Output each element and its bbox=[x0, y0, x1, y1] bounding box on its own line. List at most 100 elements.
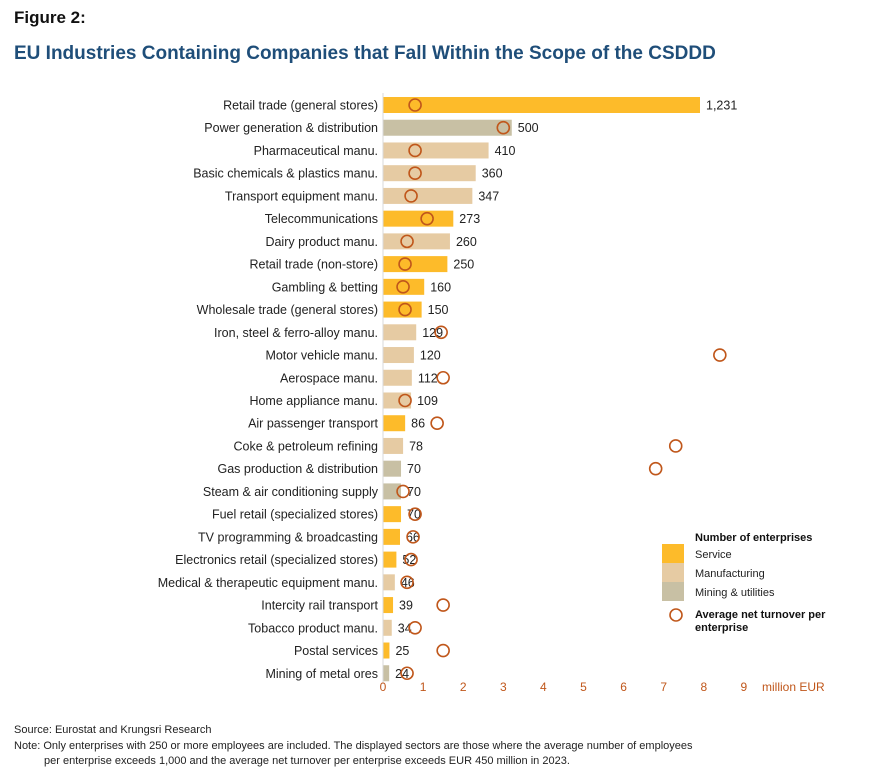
legend-swatch-manufacturing bbox=[662, 563, 684, 582]
bar-value-label: 1,231 bbox=[706, 99, 737, 113]
figure-label: Figure 2: bbox=[14, 8, 86, 27]
category-label: Air passenger transport bbox=[248, 417, 378, 431]
turnover-marker bbox=[408, 143, 422, 158]
bar bbox=[383, 119, 512, 136]
turnover-marker bbox=[396, 280, 410, 294]
category-label: Home appliance manu. bbox=[249, 394, 378, 408]
source-note: Source: Eurostat and Krungsri Research bbox=[14, 724, 212, 736]
legend-label-service: Service bbox=[695, 549, 732, 561]
bar bbox=[383, 528, 400, 545]
bar bbox=[383, 665, 390, 682]
turnover-marker bbox=[436, 643, 450, 658]
bar-value-label: 34 bbox=[398, 621, 412, 635]
legend-label-manufacturing: Manufacturing bbox=[695, 568, 765, 580]
turnover-marker bbox=[430, 416, 444, 431]
bar bbox=[383, 574, 395, 591]
bar bbox=[383, 460, 402, 477]
x-tick-label: 5 bbox=[580, 680, 587, 694]
bar bbox=[383, 369, 412, 386]
bar-value-label: 347 bbox=[478, 189, 499, 203]
x-axis-ticks: 0 1 2 3 4 5 6 7 8 9 bbox=[380, 680, 748, 694]
markers-layer bbox=[396, 98, 727, 681]
turnover-marker bbox=[420, 211, 434, 226]
x-tick-label: 1 bbox=[420, 680, 427, 694]
bar-value-label: 160 bbox=[430, 280, 451, 294]
footnote-line-1: Note: Only enterprises with 250 or more … bbox=[14, 740, 693, 752]
legend-swatch-service bbox=[662, 544, 684, 563]
category-label: Medical & therapeutic equipment manu. bbox=[158, 576, 378, 590]
category-label: Mining of metal ores bbox=[265, 667, 378, 681]
legend-title: Number of enterprises bbox=[695, 532, 812, 544]
x-tick-label: 6 bbox=[620, 680, 627, 694]
bar-value-label: 70 bbox=[407, 485, 421, 499]
category-label: Dairy product manu. bbox=[265, 235, 378, 249]
category-label: Aerospace manu. bbox=[280, 371, 378, 385]
bar bbox=[383, 392, 412, 409]
turnover-marker bbox=[434, 325, 448, 340]
footnote-line-2: per enterprise exceeds 1,000 and the ave… bbox=[44, 755, 570, 767]
bar bbox=[383, 619, 392, 636]
bar bbox=[383, 324, 417, 341]
turnover-marker bbox=[400, 666, 414, 681]
bar-value-label: 360 bbox=[482, 167, 503, 181]
bar bbox=[383, 301, 422, 318]
bar bbox=[383, 187, 473, 204]
bar-value-label: 112 bbox=[418, 371, 438, 385]
turnover-marker bbox=[436, 598, 450, 612]
turnover-marker bbox=[398, 257, 412, 271]
bar-value-label: 150 bbox=[428, 303, 449, 317]
x-tick-label: 7 bbox=[660, 680, 667, 694]
x-tick-label: 2 bbox=[460, 680, 467, 694]
bar-chart: Retail trade (general stores) 1,231 Power … bbox=[158, 93, 828, 694]
bar-value-label: 500 bbox=[518, 121, 539, 135]
bar bbox=[383, 165, 476, 182]
x-tick-label: 8 bbox=[700, 680, 707, 694]
bar-value-label: 250 bbox=[453, 258, 474, 272]
category-label: Steam & air conditioning supply bbox=[203, 485, 379, 499]
bar bbox=[383, 551, 397, 568]
turnover-marker bbox=[496, 120, 511, 135]
bar bbox=[383, 437, 404, 454]
category-label: Telecommunications bbox=[265, 212, 378, 226]
bar bbox=[383, 97, 700, 113]
category-label: Gas production & distribution bbox=[217, 462, 378, 476]
legend: Number of enterprises Service Manufactur… bbox=[662, 532, 828, 634]
turnover-marker bbox=[406, 530, 420, 544]
turnover-marker bbox=[400, 234, 414, 249]
bar bbox=[383, 597, 394, 614]
bar-value-label: 120 bbox=[420, 349, 441, 363]
turnover-marker bbox=[408, 620, 422, 635]
bar bbox=[383, 142, 489, 159]
bar bbox=[383, 506, 402, 523]
turnover-marker bbox=[404, 552, 418, 567]
category-label: Tobacco product manu. bbox=[248, 621, 378, 635]
turnover-marker bbox=[648, 461, 663, 476]
bar-value-label: 78 bbox=[409, 439, 423, 453]
category-label: Wholesale trade (general stores) bbox=[197, 303, 378, 317]
bar-value-label: 70 bbox=[407, 462, 421, 476]
turnover-marker bbox=[396, 484, 410, 499]
legend-marker-label: Average net turnover per enterprise bbox=[695, 609, 828, 634]
bar-value-label: 86 bbox=[411, 417, 425, 431]
legend-swatch-mining-utilities bbox=[662, 582, 684, 601]
bar-value-label: 273 bbox=[459, 212, 480, 226]
bar bbox=[383, 256, 448, 273]
category-label: Retail trade (non-store) bbox=[249, 258, 378, 272]
bar-value-label: 109 bbox=[417, 394, 438, 408]
turnover-marker bbox=[408, 166, 422, 180]
legend-marker-circle bbox=[669, 608, 683, 622]
category-label: Iron, steel & ferro-alloy manu. bbox=[214, 326, 378, 340]
turnover-marker bbox=[668, 439, 683, 453]
category-label: Transport equipment manu. bbox=[225, 189, 378, 203]
bar-value-label: 25 bbox=[395, 644, 409, 658]
turnover-marker bbox=[713, 348, 727, 362]
bar-value-label: 129 bbox=[422, 326, 443, 340]
category-label: Retail trade (general stores) bbox=[223, 99, 378, 113]
chart-title: EU Industries Containing Companies that … bbox=[14, 43, 716, 64]
category-label: Electronics retail (specialized stores) bbox=[175, 553, 378, 567]
bar bbox=[383, 642, 390, 659]
turnover-marker bbox=[404, 189, 418, 203]
x-axis-label: million EUR bbox=[762, 680, 825, 694]
category-label: Postal services bbox=[294, 644, 378, 658]
x-tick-label: 4 bbox=[540, 680, 547, 694]
